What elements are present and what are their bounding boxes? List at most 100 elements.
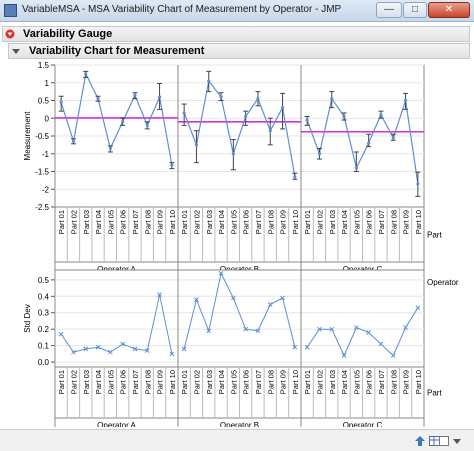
operator-label: Operator B (220, 421, 259, 427)
part-label: Part 06 (119, 370, 128, 394)
std-dev-point (194, 297, 199, 302)
part-label: Part 01 (180, 370, 189, 394)
std-dev-point (230, 295, 236, 301)
dropdown-arrow-icon[interactable] (452, 436, 462, 446)
mean-point (330, 97, 334, 101)
part-label: Part 08 (266, 210, 275, 234)
home-arrow-icon[interactable] (413, 434, 427, 448)
std-dev-point (83, 346, 89, 352)
std-dev-point (218, 270, 224, 276)
part-label: Part 01 (180, 210, 189, 234)
y-tick-label: 0 (45, 114, 50, 123)
mean-point (354, 166, 358, 170)
outline-title: Variability Gauge (23, 28, 113, 40)
mean-connect-line (183, 79, 296, 177)
mean-point (219, 95, 223, 99)
part-label: Part 10 (414, 210, 423, 234)
operator-row-title: Operator (427, 278, 459, 287)
part-label: Part 07 (131, 210, 140, 234)
maximize-button[interactable]: □ (403, 2, 427, 18)
mean-point (317, 152, 322, 156)
mean-point (403, 98, 408, 103)
std-dev-point (157, 292, 162, 298)
mean-connect-line (306, 97, 419, 184)
std-dev-point (317, 326, 322, 332)
window-titlebar: VariableMSA - MSA Variability Chart of M… (0, 0, 474, 22)
part-label: Part 01 (303, 370, 312, 394)
std-dev-point (132, 346, 138, 352)
part-label: Part 03 (205, 210, 214, 234)
part-label: Part 03 (82, 210, 91, 234)
std-dev-point (353, 325, 359, 330)
report-content: Variability Gauge Variability Chart for … (0, 22, 474, 429)
mean-point (207, 79, 211, 83)
disclosure-triangle-icon[interactable] (11, 46, 21, 56)
std-dev-point (181, 346, 187, 352)
part-label: Part 10 (168, 370, 177, 394)
part-label: Part 06 (119, 210, 128, 234)
part-label: Part 06 (365, 370, 374, 394)
part-label: Part 07 (254, 210, 263, 234)
y-tick-label: 0.5 (38, 276, 50, 285)
std-dev-point (366, 330, 372, 335)
std-dev-point (267, 302, 273, 307)
window-title: VariableMSA - MSA Variability Chart of M… (22, 4, 342, 15)
part-label: Part 06 (242, 370, 251, 394)
y-tick-label: 0.3 (38, 309, 50, 318)
part-label: Part 08 (266, 370, 275, 394)
mean-point (256, 97, 260, 101)
y-tick-label: 0.0 (38, 358, 50, 367)
mean-point (157, 95, 162, 99)
part-label: Part 08 (389, 210, 398, 234)
part-label: Part 04 (94, 370, 103, 394)
disclosure-triangle-icon[interactable] (5, 29, 15, 39)
std-dev-point (378, 341, 384, 347)
mean-point (59, 100, 63, 104)
y-tick-label: 0.4 (38, 292, 50, 301)
mean-point (96, 97, 100, 101)
checkbox-icon[interactable] (438, 435, 450, 447)
std-dev-line (183, 271, 296, 350)
y-tick-label: 0.1 (38, 342, 50, 351)
mean-connect-line (60, 72, 173, 166)
part-label: Part 07 (131, 370, 140, 394)
part-label: Part 02 (69, 370, 78, 394)
part-label: Part 04 (340, 210, 349, 234)
part-label: Part 04 (217, 210, 226, 234)
mean-point (133, 93, 137, 97)
part-label: Part 05 (352, 370, 361, 394)
part-label: Part 01 (57, 210, 66, 234)
part-label: Part 04 (340, 370, 349, 394)
part-label: Part 09 (156, 210, 165, 234)
y-tick-label: -2 (42, 185, 50, 194)
y-tick-label: -1 (42, 150, 50, 159)
std-dev-point (107, 349, 113, 355)
close-button[interactable]: ✕ (428, 2, 470, 18)
part-label: Part 09 (402, 210, 411, 234)
minimize-button[interactable]: — (376, 2, 402, 18)
outline-variability-gauge[interactable]: Variability Gauge (2, 26, 470, 42)
part-label: Part 02 (315, 210, 324, 234)
part-row-title: Part (427, 231, 442, 240)
part-label: Part 10 (291, 370, 300, 394)
part-label: Part 04 (94, 210, 103, 234)
part-label: Part 10 (291, 210, 300, 234)
mean-point (268, 129, 272, 133)
y-tick-label: 0.5 (38, 97, 50, 106)
y-tick-label: 1.5 (38, 62, 50, 70)
y-axis-label: Measurement (23, 111, 32, 161)
part-label: Part 10 (414, 370, 423, 394)
mean-point (367, 141, 371, 145)
mean-point (170, 163, 174, 167)
part-label: Part 05 (352, 210, 361, 234)
outline-variability-chart[interactable]: Variability Chart for Measurement (8, 43, 470, 59)
part-label: Part 08 (143, 370, 152, 394)
std-dev-point (206, 328, 212, 334)
std-dev-point (95, 344, 101, 350)
std-dev-line (60, 294, 173, 354)
part-label: Part 05 (106, 210, 115, 234)
y-tick-label: -0.5 (35, 132, 49, 141)
std-dev-point (71, 349, 76, 355)
part-label: Part 09 (402, 370, 411, 394)
